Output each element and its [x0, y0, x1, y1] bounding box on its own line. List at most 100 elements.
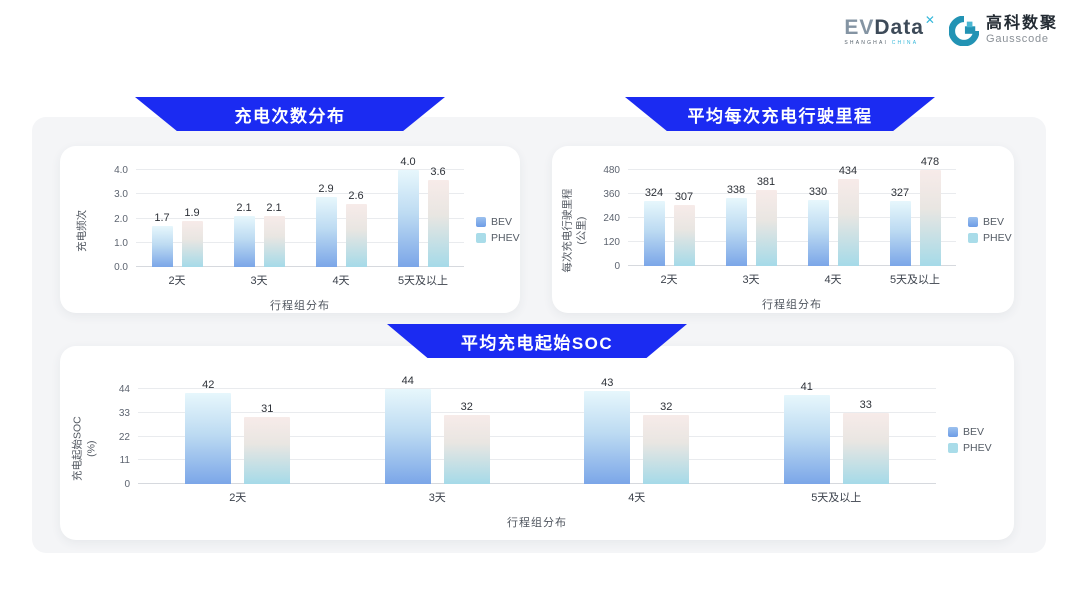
gridline — [136, 241, 464, 243]
bar-phev[interactable] — [842, 412, 889, 484]
y-tick-label: 120 — [603, 237, 620, 248]
banner-title: 平均每次充电行驶里程 — [687, 106, 873, 126]
bar-phev[interactable] — [263, 216, 285, 267]
gridline — [628, 169, 956, 170]
chart-charging-frequency: 充电频次 0.0 1.0 2.0 3.0 4.0 1.7 1.9 2.1 2.1 2.9 2.6 4.… — [60, 146, 520, 313]
bar-group: 1.7 1.9 — [136, 207, 218, 267]
bar-wrap: 2.9 — [315, 183, 337, 267]
bar-value-label: 43 — [601, 377, 614, 390]
bar-phev[interactable] — [427, 179, 449, 267]
bar-wrap: 43 — [584, 377, 631, 484]
bar-bev[interactable] — [151, 225, 173, 267]
bar-phev[interactable] — [244, 417, 291, 484]
bar-wrap: 381 — [755, 175, 777, 266]
legend-label: BEV — [963, 426, 985, 438]
bar-phev[interactable] — [443, 414, 490, 484]
y-tick-label: 480 — [603, 165, 620, 176]
y-tick-label: 0 — [124, 479, 130, 490]
bar-bev[interactable] — [315, 196, 337, 267]
y-tick-label: 2.0 — [114, 213, 128, 225]
bar-group: 43 32 — [549, 377, 725, 484]
bar-group: 2.1 2.1 — [218, 202, 300, 267]
gridline — [136, 193, 464, 195]
x-tick-label: 5天及以上 — [811, 492, 862, 504]
bar-value-label: 42 — [202, 379, 215, 392]
evdata-x-icon: ✕ — [924, 12, 935, 27]
bar-value-label: 307 — [674, 190, 694, 203]
bar-value-label: 478 — [920, 156, 940, 169]
bar-groups: 1.7 1.9 2.1 2.1 2.9 2.6 4.0 3.6 — [136, 156, 464, 267]
bar-wrap: 2.1 — [263, 202, 285, 267]
x-tick-label: 3天 — [428, 492, 446, 504]
x-axis-title: 行程组分布 — [507, 517, 567, 529]
bar-bev[interactable] — [725, 198, 747, 266]
plot-area: 0 11 22 33 44 42 31 44 32 43 32 41 33 — [119, 375, 936, 490]
x-axis-baseline — [628, 265, 956, 266]
bar-value-label: 32 — [460, 400, 473, 413]
legend-label: PHEV — [491, 232, 520, 244]
y-tick-label: 240 — [603, 213, 620, 224]
legend-item-bev[interactable]: BEV — [476, 216, 528, 228]
bar-wrap: 324 — [643, 187, 665, 266]
bar-value-label: 41 — [800, 381, 813, 394]
bar-phev[interactable] — [919, 170, 941, 266]
gridline — [136, 217, 464, 219]
bar-wrap: 33 — [842, 399, 889, 484]
bar-group: 4.0 3.6 — [382, 156, 464, 267]
bar-bev[interactable] — [233, 216, 255, 267]
gridline — [628, 241, 956, 242]
bar-bev[interactable] — [384, 389, 431, 484]
y-tick-label: 33 — [118, 407, 130, 419]
banner-avg-start-soc: 平均充电起始SOC — [387, 324, 687, 358]
bar-phev[interactable] — [837, 179, 859, 266]
bar-phev[interactable] — [643, 414, 690, 484]
bar-value-label: 2.1 — [236, 202, 252, 215]
x-axis-title: 行程组分布 — [270, 300, 330, 312]
bar-wrap: 478 — [919, 156, 941, 266]
bar-bev[interactable] — [584, 391, 631, 484]
x-axis-baseline — [136, 266, 464, 267]
bar-value-label: 2.1 — [266, 202, 282, 215]
bar-wrap: 41 — [783, 381, 830, 484]
bar-bev[interactable] — [185, 393, 232, 484]
category-row: 2天 3天 4天 5天及以上 — [628, 271, 956, 287]
legend-item-phev[interactable]: PHEV — [476, 232, 528, 244]
legend-item-bev[interactable]: BEV — [968, 216, 1020, 228]
legend: BEV PHEV — [476, 216, 528, 244]
bar-bev[interactable] — [783, 395, 830, 484]
y-tick-label: 22 — [118, 431, 130, 443]
card-avg-mileage-chart: 每次充电行驶里程 (公里) 0 120 240 360 480 324 307 338 381 33… — [552, 146, 1014, 313]
legend-label: BEV — [491, 216, 513, 228]
x-tick-label: 4天 — [628, 492, 646, 504]
y-tick-label: 0.0 — [114, 262, 128, 273]
bar-phev[interactable] — [345, 203, 367, 267]
legend-item-phev[interactable]: PHEV — [948, 442, 1000, 454]
card-charging-count-chart: 充电频次 0.0 1.0 2.0 3.0 4.0 1.7 1.9 2.1 2.1 2.9 2.6 4.… — [60, 146, 520, 313]
bar-value-label: 324 — [644, 187, 664, 200]
gridline — [628, 217, 956, 218]
legend-item-phev[interactable]: PHEV — [968, 232, 1020, 244]
bar-phev[interactable] — [181, 220, 203, 267]
y-axis-title: 充电起始SOC (%) — [71, 416, 98, 481]
bar-bev[interactable] — [807, 200, 829, 266]
gridline — [138, 435, 936, 437]
bar-value-label: 381 — [756, 175, 776, 188]
legend-item-bev[interactable]: BEV — [948, 426, 1000, 438]
gridline — [138, 388, 936, 389]
banner-title: 充电次数分布 — [234, 106, 346, 126]
bar-phev[interactable] — [755, 189, 777, 266]
gridline — [136, 169, 464, 170]
bar-wrap: 4.0 — [397, 156, 419, 267]
bar-bev[interactable] — [643, 201, 665, 266]
gridline — [138, 459, 936, 461]
bar-bev[interactable] — [397, 170, 419, 267]
bar-wrap: 3.6 — [427, 166, 449, 267]
bar-bev[interactable] — [889, 200, 911, 266]
x-axis-title: 行程组分布 — [762, 299, 822, 311]
y-tick-label: 1.0 — [114, 237, 128, 249]
chart-avg-start-soc: 充电起始SOC (%) 0 11 22 33 44 42 31 44 32 43 32 41 33 2天 3… — [60, 346, 1014, 540]
bar-value-label: 2.6 — [348, 189, 364, 202]
bar-phev[interactable] — [673, 204, 695, 266]
x-tick-label: 5天及以上 — [397, 275, 449, 287]
legend-swatch — [968, 233, 978, 243]
